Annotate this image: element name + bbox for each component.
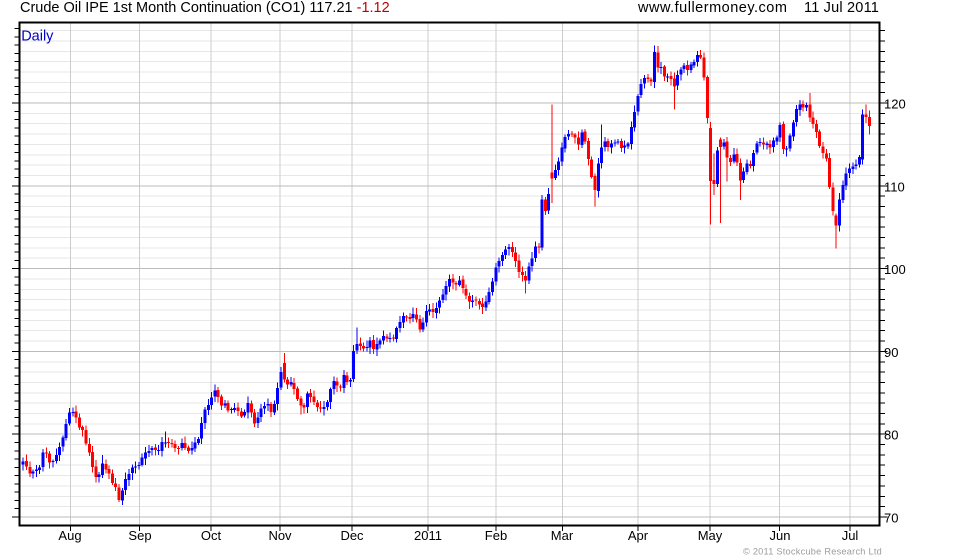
svg-text:Jun: Jun <box>770 528 791 543</box>
svg-text:90: 90 <box>884 345 898 360</box>
svg-text:Nov: Nov <box>268 528 292 543</box>
svg-text:Feb: Feb <box>485 528 507 543</box>
svg-text:80: 80 <box>884 428 898 443</box>
svg-text:120: 120 <box>884 97 906 112</box>
svg-text:May: May <box>698 528 723 543</box>
svg-text:Aug: Aug <box>58 528 81 543</box>
svg-text:100: 100 <box>884 262 906 277</box>
svg-text:Dec: Dec <box>340 528 364 543</box>
svg-text:2011: 2011 <box>414 528 442 543</box>
svg-text:Sep: Sep <box>128 528 151 543</box>
svg-text:Daily: Daily <box>21 29 54 45</box>
svg-text:Apr: Apr <box>628 528 649 543</box>
svg-text:70: 70 <box>884 511 898 526</box>
svg-text:Jul: Jul <box>842 528 859 543</box>
svg-text:© 2011 Stockcube Research Ltd: © 2011 Stockcube Research Ltd <box>743 547 882 557</box>
svg-text:110: 110 <box>884 179 905 194</box>
svg-text:Oct: Oct <box>201 528 222 543</box>
svg-text:Mar: Mar <box>551 528 574 543</box>
